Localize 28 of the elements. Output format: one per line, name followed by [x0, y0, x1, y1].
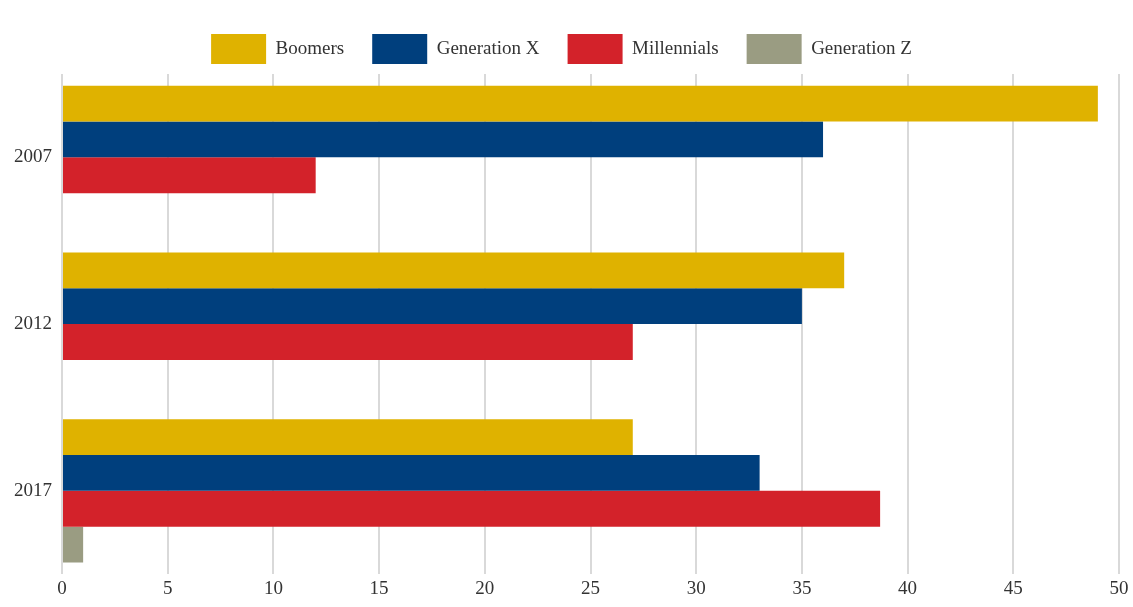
- x-tick-label: 50: [1109, 576, 1129, 598]
- bar: [63, 490, 881, 527]
- bar: [63, 526, 84, 563]
- y-tick-label: 2007: [14, 145, 52, 167]
- x-tick-label: 15: [369, 576, 389, 598]
- bar: [63, 288, 802, 325]
- x-tick-label: 45: [1003, 576, 1023, 598]
- y-tick-label: 2017: [14, 478, 52, 500]
- x-tick-label: 10: [263, 576, 283, 598]
- x-tick-label: 25: [581, 576, 600, 598]
- x-tick-label: 0: [57, 576, 67, 598]
- legend-label: Generation X: [436, 36, 540, 58]
- bar: [63, 252, 845, 289]
- x-tick-label: 5: [162, 576, 173, 598]
- bar: [63, 419, 633, 455]
- bar: [63, 454, 760, 491]
- x-tick-label: 35: [792, 576, 812, 598]
- legend-label: Boomers: [275, 36, 345, 58]
- x-tick-label: 30: [686, 576, 706, 598]
- y-tick-label: 2012: [14, 312, 52, 334]
- x-tick-label: 40: [898, 576, 918, 598]
- x-tick-label: 20: [475, 576, 495, 598]
- legend-label: Generation Z: [811, 36, 912, 58]
- bar: [63, 157, 316, 194]
- legend-label: Millennials: [632, 36, 719, 58]
- bar: [63, 121, 824, 158]
- bar: [63, 324, 633, 360]
- bar: [63, 85, 1098, 122]
